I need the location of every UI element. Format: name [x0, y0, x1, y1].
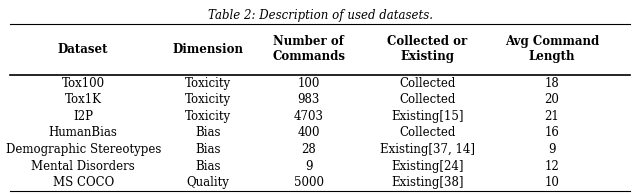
Text: Bias: Bias [195, 126, 221, 139]
Text: Dimension: Dimension [173, 43, 243, 56]
Text: 20: 20 [545, 93, 559, 106]
Text: Collected or
Existing: Collected or Existing [387, 36, 467, 63]
Text: Dataset: Dataset [58, 43, 108, 56]
Text: 18: 18 [545, 76, 559, 89]
Text: Demographic Stereotypes: Demographic Stereotypes [6, 143, 161, 156]
Text: 10: 10 [545, 176, 559, 189]
Text: 983: 983 [298, 93, 320, 106]
Text: Bias: Bias [195, 143, 221, 156]
Text: Toxicity: Toxicity [185, 76, 231, 89]
Text: Existing[38]: Existing[38] [391, 176, 463, 189]
Text: Existing[37, 14]: Existing[37, 14] [380, 143, 475, 156]
Text: Collected: Collected [399, 126, 456, 139]
Text: 12: 12 [545, 160, 559, 173]
Text: 4703: 4703 [294, 110, 324, 123]
Text: Table 2: Description of used datasets.: Table 2: Description of used datasets. [207, 9, 433, 22]
Text: Collected: Collected [399, 76, 456, 89]
Text: Existing[15]: Existing[15] [391, 110, 463, 123]
Text: 9: 9 [305, 160, 312, 173]
Text: Tox1K: Tox1K [65, 93, 102, 106]
Text: 21: 21 [545, 110, 559, 123]
Text: 5000: 5000 [294, 176, 324, 189]
Text: Tox100: Tox100 [61, 76, 105, 89]
Text: Quality: Quality [187, 176, 229, 189]
Text: Collected: Collected [399, 93, 456, 106]
Text: MS COCO: MS COCO [52, 176, 114, 189]
Text: 400: 400 [298, 126, 320, 139]
Text: Toxicity: Toxicity [185, 93, 231, 106]
Text: 16: 16 [545, 126, 559, 139]
Text: I2P: I2P [73, 110, 93, 123]
Text: 100: 100 [298, 76, 320, 89]
Text: HumanBias: HumanBias [49, 126, 118, 139]
Text: 28: 28 [301, 143, 316, 156]
Text: Mental Disorders: Mental Disorders [31, 160, 135, 173]
Text: 9: 9 [548, 143, 556, 156]
Text: Bias: Bias [195, 160, 221, 173]
Text: Existing[24]: Existing[24] [391, 160, 463, 173]
Text: Number of
Commands: Number of Commands [272, 36, 346, 63]
Text: Toxicity: Toxicity [185, 110, 231, 123]
Text: Avg Command
Length: Avg Command Length [505, 36, 599, 63]
